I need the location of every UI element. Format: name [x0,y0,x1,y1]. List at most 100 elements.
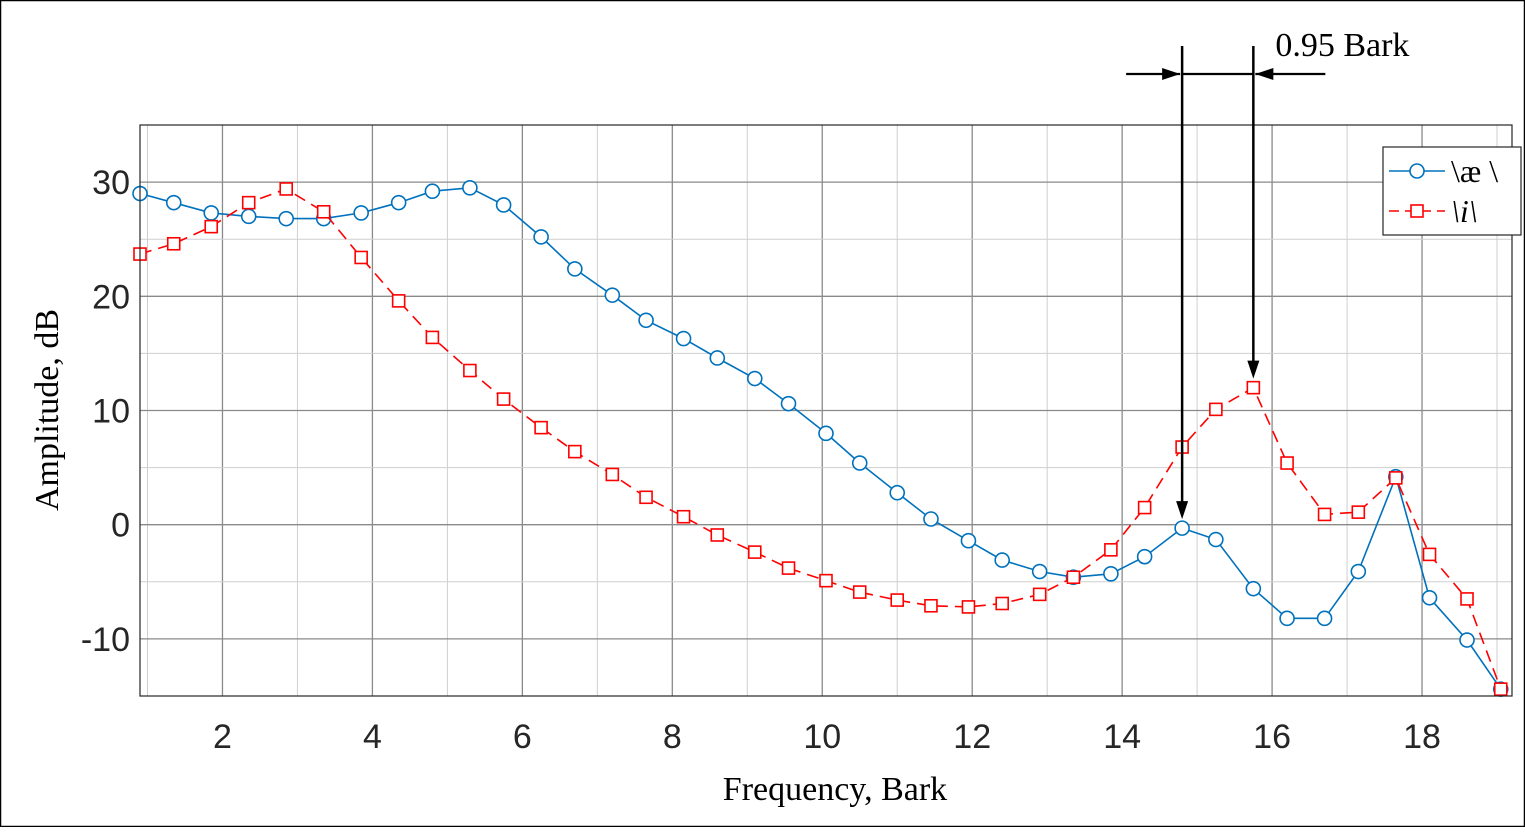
data-point-ae [851,455,868,471]
data-point-i [1422,547,1437,562]
x-tick-label: 8 [663,718,682,756]
y-tick-label: -10 [81,621,130,659]
data-point-ae [604,287,621,303]
data-point-i [995,596,1009,611]
data-point-ae [1174,520,1190,536]
axes-box [139,124,1513,697]
data-point-i [166,236,181,251]
data-point-i [605,467,620,482]
data-point-ae [567,261,583,277]
legend-marker [1409,163,1425,179]
data-point-i [710,528,725,542]
data-point-ae [462,180,478,196]
data-point-i [425,330,440,345]
data-point-ae [278,210,294,227]
data-point-i [890,593,905,607]
legend-item-i: \i\ [1389,193,1478,229]
data-point-ae [353,205,369,221]
data-point-ae [780,395,797,412]
data-point-i [781,561,796,575]
data-point-ae [165,194,182,211]
data-point-ae [1136,548,1153,565]
data-point-ae [709,350,726,366]
x-tick-label: 12 [953,718,991,756]
data-point-i [639,490,653,505]
data-point-ae [638,312,654,329]
data-point-ae [1350,563,1367,580]
legend-marker [1410,204,1424,218]
data-point-ae [960,532,977,549]
bark-distance-annotation: 0.95 Bark [1126,27,1409,520]
data-point-i [316,204,331,219]
x-tick-label: 2 [213,718,232,756]
data-point-i [1104,543,1118,557]
data-point-i [279,182,293,196]
y-tick-label: 0 [111,507,130,545]
dimension-arrow-head [1162,68,1181,80]
data-point-ae [1421,589,1438,606]
data-point-i [1137,500,1152,515]
data-point-ae [1208,531,1224,548]
x-tick-label: 18 [1403,718,1441,756]
data-point-ae [390,194,407,211]
data-point-i [1066,570,1081,585]
y-tick-label: 10 [92,393,130,431]
data-point-i [354,250,368,265]
data-point-i [747,545,762,559]
data-point-ae [240,208,257,225]
legend: \æ \ \i\ [1382,146,1522,236]
data-point-i [1246,380,1261,395]
data-point-ae [1279,610,1295,627]
data-point-i [568,444,582,459]
data-point-ae [533,229,549,245]
arrow-head [1176,501,1189,520]
x-tick-label: 10 [803,718,841,756]
data-point-i [1032,587,1047,602]
y-tick-label: 30 [92,164,130,202]
x-tick-label: 4 [363,718,382,756]
data-point-ae [1316,610,1333,627]
series-layer [132,180,1509,697]
dimension-arrow-head [1255,68,1274,80]
data-point-ae [1245,580,1262,597]
data-point-i [1317,507,1332,522]
tick-labels: 2 4 6 8 10 12 14 16 18 -10 0 10 20 30 [81,164,1441,756]
data-point-i [1280,456,1294,470]
data-point-i [924,598,938,613]
y-tick-label: 20 [92,278,130,316]
data-point-ae [923,511,939,527]
data-point-ae [495,197,512,213]
data-point-i [463,363,477,378]
data-point-ae [1459,632,1475,648]
legend-box [1382,146,1522,236]
data-point-i [852,585,867,599]
data-point-ae [203,205,220,221]
data-point-i [1209,402,1223,417]
arrow-head [1247,360,1260,379]
series-i [133,182,1508,696]
x-tick-label: 16 [1253,718,1291,756]
data-point-ae [818,425,834,442]
data-point-i [961,600,976,614]
data-point-i [1388,471,1403,485]
data-point-i [819,573,833,588]
data-point-i [1460,592,1474,606]
annotation-label: 0.95 Bark [1275,27,1409,64]
data-point-ae [424,183,441,200]
y-axis-label: Amplitude, dB [29,309,66,511]
legend-item-ae: \æ \ [1389,153,1498,189]
data-point-ae [1031,563,1048,580]
data-point-ae [1103,566,1119,582]
data-point-i [391,294,406,308]
data-point-i [1351,505,1366,519]
x-tick-label: 14 [1103,718,1141,756]
data-point-ae [746,370,763,387]
data-point-ae [994,552,1010,568]
data-point-i [534,420,548,435]
x-axis-label: Frequency, Bark [723,771,947,808]
data-point-ae [675,330,692,347]
legend-label: \æ \ [1451,153,1498,189]
x-tick-label: 6 [513,718,532,756]
